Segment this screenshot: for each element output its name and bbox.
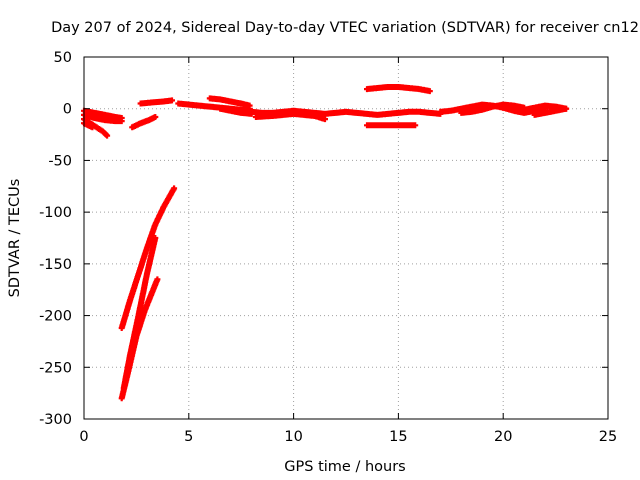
x-axis-ticks: 0 5 10 15 20 25	[79, 57, 617, 445]
y-tick-label: -200	[39, 309, 72, 325]
y-tick-label: -150	[39, 257, 72, 273]
series-arc-9	[217, 105, 255, 117]
series-arc-11	[252, 110, 328, 123]
y-tick-label: 0	[63, 102, 72, 118]
y-tick-label: -300	[39, 412, 72, 428]
data-point-markers	[248, 107, 444, 118]
grid-lines	[84, 57, 608, 419]
data-point-markers	[118, 276, 161, 402]
series-arc-12	[364, 84, 433, 95]
data-point-markers	[217, 105, 255, 117]
x-tick-label: 25	[599, 429, 617, 445]
x-tick-label: 0	[79, 429, 88, 445]
x-tick-label: 15	[389, 429, 407, 445]
data-point-markers	[137, 97, 175, 107]
plot-frame	[83, 56, 609, 420]
data-point-markers	[129, 114, 159, 131]
series-arc-13	[364, 122, 419, 129]
data-point-markers	[364, 84, 433, 95]
series-arc-8	[206, 95, 253, 109]
y-axis-label: SDTVAR / TECUs	[7, 179, 23, 298]
y-axis-ticks: 50 0 -50 -100 -150 -200 -250 -300	[39, 50, 608, 428]
x-tick-label: 5	[184, 429, 193, 445]
series-arc-10	[248, 107, 444, 118]
data-point-markers	[252, 110, 328, 123]
data-point-markers	[118, 185, 178, 331]
series-arc-17	[531, 105, 570, 118]
y-tick-label: -100	[39, 205, 72, 221]
series-arc-5	[129, 114, 159, 131]
x-axis-label: GPS time / hours	[284, 459, 405, 475]
series-arc-18	[118, 185, 178, 331]
data-point-markers	[364, 122, 419, 129]
y-tick-label: -250	[39, 360, 72, 376]
y-tick-label: -50	[48, 153, 72, 169]
data-point-markers	[206, 95, 253, 109]
data-point-markers	[531, 105, 570, 118]
x-tick-label: 10	[284, 429, 302, 445]
x-tick-label: 20	[494, 429, 512, 445]
series-arc-20	[118, 276, 161, 402]
chart-title: Day 207 of 2024, Sidereal Day-to-day VTE…	[51, 20, 639, 36]
series-arc-6	[137, 97, 175, 107]
y-tick-label: 50	[54, 50, 72, 66]
data-marks	[81, 84, 570, 402]
